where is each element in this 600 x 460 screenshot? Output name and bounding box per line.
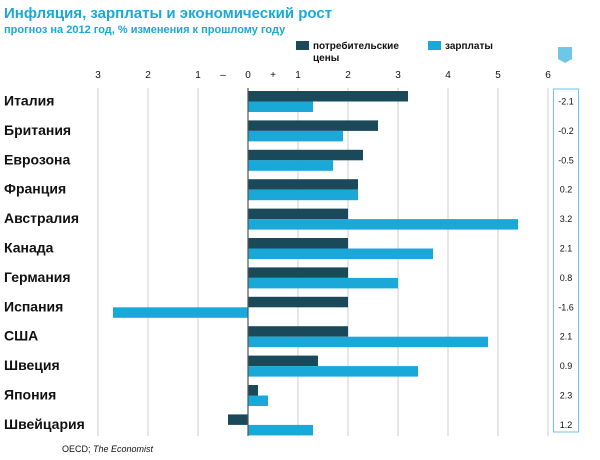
x-tick-label: 2 [345, 70, 351, 81]
source-note: OECD; The Economist [62, 444, 154, 454]
legend-label: цены [313, 53, 339, 64]
x-tick-label: 3 [95, 70, 101, 81]
bar-wages [248, 101, 313, 112]
bar-consumer-prices [248, 326, 348, 337]
bar-wages [248, 424, 313, 436]
bar-wages [248, 277, 398, 289]
category-label: Германия [4, 269, 71, 285]
gdp-value: -0.5 [558, 155, 574, 165]
x-tick-label: 2 [145, 70, 151, 81]
bar-wages [248, 130, 343, 142]
bar-wages [248, 336, 488, 348]
x-tick-label: 6 [545, 70, 551, 81]
bar-wages [248, 189, 358, 201]
x-tick-label: 3 [395, 70, 401, 81]
legend-label: зарплаты [445, 41, 493, 52]
gdp-value: 0.9 [560, 361, 573, 371]
x-tick-label: 1 [195, 70, 201, 81]
x-tick-label: + [270, 70, 276, 81]
category-label: Япония [4, 387, 56, 403]
category-label: Австралия [4, 210, 79, 226]
category-label: Канада [4, 240, 54, 256]
gdp-value: -1.6 [558, 302, 574, 312]
bar-wages [113, 307, 248, 318]
bar-consumer-prices [248, 91, 408, 102]
category-label: США [4, 328, 38, 344]
category-label: Италия [4, 93, 54, 109]
category-label: Испания [4, 298, 63, 314]
x-tick-label: 1 [295, 70, 301, 81]
gdp-value: 3.2 [560, 214, 573, 224]
bar-consumer-prices [248, 179, 358, 190]
bar-consumer-prices [248, 355, 318, 367]
bar-wages [248, 395, 268, 406]
bar-wages [248, 366, 418, 377]
gdp-value: -2.1 [558, 97, 574, 107]
bar-consumer-prices [248, 267, 348, 278]
gdp-value: 0.8 [560, 273, 573, 283]
bar-wages [248, 160, 333, 171]
x-tick-label: 5 [495, 70, 501, 81]
chart-title: Инфляция, зарплаты и экономический рост [4, 5, 332, 22]
gdp-value: 2.1 [560, 332, 573, 342]
legend-swatch [428, 41, 441, 50]
bar-wages [248, 219, 518, 230]
gdp-value: -0.2 [558, 126, 574, 136]
chart-subtitle: прогноз на 2012 год, % изменения к прошл… [4, 24, 286, 36]
gdp-header-marker [558, 47, 572, 63]
legend-swatch [296, 41, 309, 50]
bar-consumer-prices [248, 149, 363, 161]
bar-consumer-prices [248, 208, 348, 220]
bar-wages [248, 248, 433, 259]
bar-consumer-prices [248, 120, 378, 131]
gdp-value: 0.2 [560, 185, 573, 195]
gdp-value: 2.3 [560, 391, 573, 401]
category-label: Еврозона [4, 151, 70, 167]
category-label: Швейцария [4, 416, 85, 432]
x-tick-label: 4 [445, 70, 451, 81]
category-label: Швеция [4, 357, 60, 373]
gdp-value: 1.2 [560, 420, 573, 430]
bar-consumer-prices [248, 238, 348, 249]
legend-label: потребительские [313, 40, 399, 52]
category-label: Франция [4, 181, 66, 197]
x-tick-label: – [220, 70, 226, 81]
bar-consumer-prices [228, 414, 248, 425]
category-label: Британия [4, 122, 71, 138]
gdp-column-box [553, 88, 579, 433]
bar-consumer-prices [248, 296, 348, 308]
x-tick-label: 0 [245, 70, 251, 81]
gdp-value: 2.1 [560, 244, 573, 254]
bar-consumer-prices [248, 385, 258, 396]
